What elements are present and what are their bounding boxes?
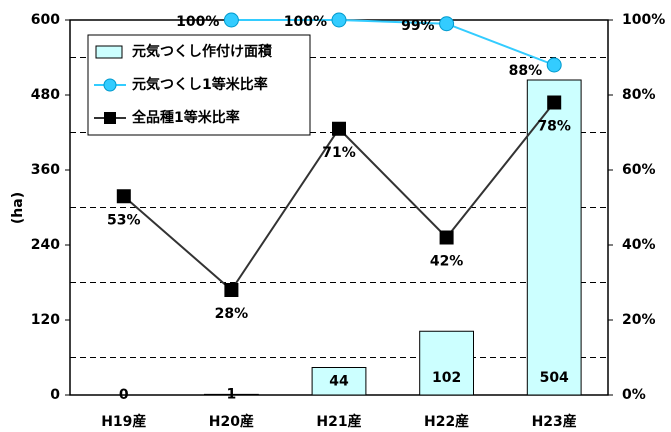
bar-label: 504: [540, 370, 569, 386]
marker: [224, 283, 239, 297]
y2-tick-label: 80%: [622, 87, 656, 103]
bar-label: 1: [227, 387, 237, 403]
y-tick-label: 120: [31, 312, 60, 328]
x-tick-label: H19産: [101, 413, 146, 430]
data-label: 100%: [284, 14, 327, 30]
marker: [116, 189, 131, 204]
legend-label: 元気つくし作付け面積: [132, 43, 273, 60]
marker: [439, 230, 454, 245]
bar-label: 102: [432, 370, 461, 386]
data-label: 88%: [509, 63, 543, 79]
x-tick-label: H21産: [316, 413, 361, 430]
data-label: 100%: [176, 14, 219, 30]
marker: [547, 95, 562, 110]
y2-tick-label: 100%: [622, 12, 665, 28]
x-tick-label: H20産: [209, 413, 254, 430]
marker: [439, 16, 455, 32]
y2-tick-label: 20%: [622, 312, 656, 328]
data-label: 78%: [537, 119, 571, 135]
line: [231, 19, 555, 66]
legend-label: 全品種1等米比率: [131, 109, 240, 126]
bar: [419, 330, 475, 396]
y-tick-label: 600: [31, 12, 60, 28]
marker: [546, 57, 562, 73]
y2-tick-label: 0%: [622, 387, 646, 403]
y2-tick-label: 60%: [622, 162, 656, 178]
bar: [526, 79, 582, 396]
y-axis-label: (ha): [10, 192, 26, 224]
legend-label: 元気つくし1等米比率: [132, 76, 268, 93]
marker: [331, 12, 347, 28]
data-label: 53%: [107, 212, 141, 228]
data-label: 28%: [215, 306, 249, 322]
marker: [332, 121, 346, 136]
y-tick-label: 240: [31, 237, 60, 253]
bar: [204, 393, 259, 396]
x-tick-label: H23産: [532, 413, 577, 430]
bar-label: 0: [119, 387, 129, 403]
y-tick-label: 360: [31, 162, 60, 178]
data-label: 71%: [322, 145, 356, 161]
legend-marker: [103, 78, 117, 92]
x-tick-label: H22産: [424, 413, 469, 430]
data-label: 99%: [401, 18, 435, 34]
legend-swatch: [95, 45, 123, 59]
y-tick-label: 0: [50, 387, 60, 403]
legend-marker: [104, 112, 116, 124]
marker: [223, 12, 239, 28]
data-label: 42%: [430, 254, 464, 270]
y-tick-label: 480: [31, 87, 60, 103]
bar: [311, 367, 367, 396]
y2-tick-label: 40%: [622, 237, 656, 253]
bar-label: 44: [329, 373, 349, 389]
